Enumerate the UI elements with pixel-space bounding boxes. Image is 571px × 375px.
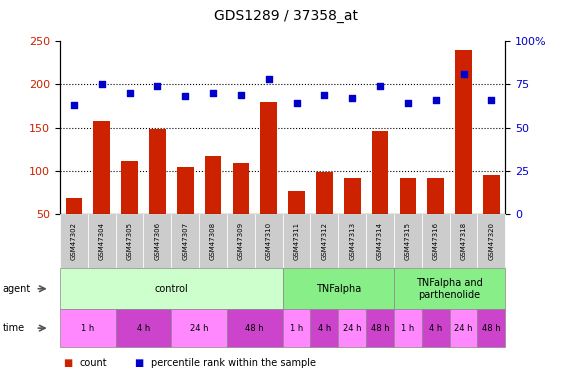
Text: control: control <box>154 284 188 294</box>
Text: GSM47313: GSM47313 <box>349 222 355 260</box>
Text: 4 h: 4 h <box>318 324 331 333</box>
Text: ■: ■ <box>134 358 143 368</box>
Text: GSM47314: GSM47314 <box>377 222 383 260</box>
Text: GSM47316: GSM47316 <box>433 222 439 260</box>
Point <box>180 93 190 99</box>
Text: 4 h: 4 h <box>429 324 443 333</box>
Text: 24 h: 24 h <box>455 324 473 333</box>
Point <box>376 83 385 89</box>
Text: GSM47308: GSM47308 <box>210 222 216 260</box>
Point <box>153 83 162 89</box>
Text: 48 h: 48 h <box>482 324 501 333</box>
Text: GSM47305: GSM47305 <box>127 222 132 260</box>
Text: 4 h: 4 h <box>137 324 150 333</box>
Text: GSM47311: GSM47311 <box>293 222 300 260</box>
Text: GSM47307: GSM47307 <box>182 222 188 260</box>
Text: GDS1289 / 37358_at: GDS1289 / 37358_at <box>214 9 357 23</box>
Point <box>403 100 412 106</box>
Bar <box>427 177 444 257</box>
Text: TNFalpha and
parthenolide: TNFalpha and parthenolide <box>416 278 483 300</box>
Text: 48 h: 48 h <box>246 324 264 333</box>
Text: 24 h: 24 h <box>190 324 208 333</box>
Text: time: time <box>3 323 25 333</box>
Text: agent: agent <box>3 284 31 294</box>
Bar <box>66 198 82 257</box>
Text: GSM47304: GSM47304 <box>99 222 104 260</box>
Bar <box>344 178 361 257</box>
Point <box>459 71 468 77</box>
Point <box>264 76 274 82</box>
Text: GSM47312: GSM47312 <box>321 222 327 260</box>
Text: GSM47302: GSM47302 <box>71 222 77 260</box>
Text: GSM47320: GSM47320 <box>488 222 494 260</box>
Bar <box>316 172 333 257</box>
Point <box>320 92 329 98</box>
Point <box>97 81 106 87</box>
Bar <box>455 50 472 257</box>
Point <box>208 90 218 96</box>
Text: count: count <box>80 358 107 368</box>
Bar <box>483 175 500 257</box>
Bar <box>260 102 277 257</box>
Text: 48 h: 48 h <box>371 324 389 333</box>
Text: 1 h: 1 h <box>401 324 415 333</box>
Point <box>487 97 496 103</box>
Point <box>292 100 301 106</box>
Point <box>348 95 357 101</box>
Text: ■: ■ <box>63 358 72 368</box>
Text: percentile rank within the sample: percentile rank within the sample <box>151 358 316 368</box>
Bar <box>205 156 222 257</box>
Text: GSM47310: GSM47310 <box>266 222 272 260</box>
Text: GSM47306: GSM47306 <box>154 222 160 260</box>
Bar <box>149 129 166 257</box>
Text: GSM47315: GSM47315 <box>405 222 411 260</box>
Bar <box>93 121 110 257</box>
Text: GSM47318: GSM47318 <box>461 222 467 260</box>
Text: 24 h: 24 h <box>343 324 361 333</box>
Bar <box>232 163 250 257</box>
Point <box>236 92 246 98</box>
Bar <box>177 167 194 257</box>
Bar <box>121 161 138 257</box>
Point <box>69 102 78 108</box>
Point <box>125 90 134 96</box>
Point <box>431 97 440 103</box>
Text: 1 h: 1 h <box>290 324 303 333</box>
Bar <box>372 131 388 257</box>
Text: GSM47309: GSM47309 <box>238 222 244 260</box>
Bar <box>288 191 305 257</box>
Text: 1 h: 1 h <box>81 324 94 333</box>
Bar <box>400 178 416 257</box>
Text: TNFalpha: TNFalpha <box>316 284 361 294</box>
